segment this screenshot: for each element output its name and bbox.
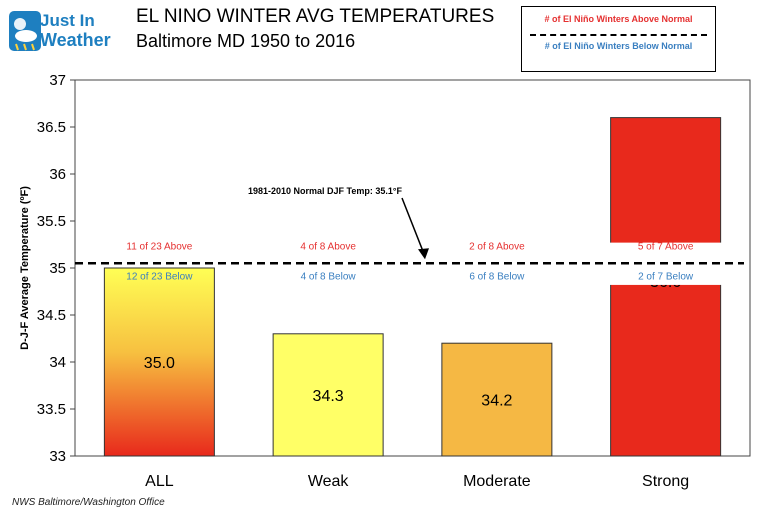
y-axis-label: D-J-F Average Temperature (ºF)	[19, 186, 31, 350]
legend-below-label: # of El Niño Winters Below Normal	[544, 41, 693, 51]
y-tick-label: 35	[49, 260, 66, 277]
above-count-label: 11 of 23 Above	[126, 241, 192, 252]
bar-all	[103, 267, 215, 457]
below-count-label: 4 of 8 Below	[301, 271, 357, 282]
below-count-label: 12 of 23 Below	[126, 271, 193, 282]
x-tick-label: Moderate	[463, 473, 531, 490]
above-count-label: 5 of 7 Above	[638, 241, 694, 252]
below-count-label: 6 of 8 Below	[469, 271, 525, 282]
y-tick-label: 36	[49, 166, 66, 183]
bar-value-label: 34.2	[481, 393, 512, 410]
source-footer: NWS Baltimore/Washington Office	[12, 497, 165, 508]
arrow-head	[418, 248, 429, 260]
x-tick-label: Strong	[642, 473, 689, 490]
weather-cloud-icon	[9, 11, 41, 51]
y-tick-label: 37	[49, 72, 66, 89]
legend-above-label: # of El Niño Winters Above Normal	[544, 14, 693, 24]
legend-dashed-line	[530, 34, 707, 36]
logo-text-line1: Just In	[40, 11, 95, 30]
y-tick-label: 34	[49, 354, 66, 371]
legend-box: # of El Niño Winters Above Normal # of E…	[521, 6, 716, 72]
x-tick-label: ALL	[145, 473, 174, 490]
bar-moderate	[441, 342, 553, 457]
y-tick-label: 34.5	[37, 307, 66, 324]
y-tick-label: 36.5	[37, 119, 66, 136]
above-count-label: 4 of 8 Above	[300, 241, 356, 252]
below-count-label: 2 of 7 Below	[638, 271, 694, 282]
y-tick-label: 33.5	[37, 401, 66, 418]
bar-weak	[272, 333, 384, 457]
just-in-weather-logo: Just In Weather	[8, 8, 128, 58]
x-tick-label: Weak	[308, 473, 350, 490]
bar-value-label: 34.3	[313, 388, 344, 405]
above-count-label: 2 of 8 Above	[469, 241, 525, 252]
logo-text-line2: Weather	[40, 30, 111, 50]
normal-temp-label: 1981-2010 Normal DJF Temp: 35.1°F	[248, 186, 403, 196]
arrow-shaft	[401, 197, 424, 252]
chart-title: EL NINO WINTER AVG TEMPERATURES	[136, 6, 495, 27]
y-tick-label: 35.5	[37, 213, 66, 230]
y-tick-label: 33	[49, 448, 66, 465]
chart-subtitle: Baltimore MD 1950 to 2016	[136, 31, 356, 51]
bar-strong	[610, 117, 722, 457]
bar-value-label: 35.0	[144, 355, 175, 372]
